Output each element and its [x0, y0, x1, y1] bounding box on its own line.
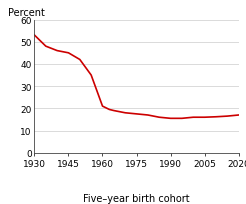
Text: Five–year birth cohort: Five–year birth cohort — [83, 193, 190, 203]
Text: Percent: Percent — [8, 8, 45, 18]
